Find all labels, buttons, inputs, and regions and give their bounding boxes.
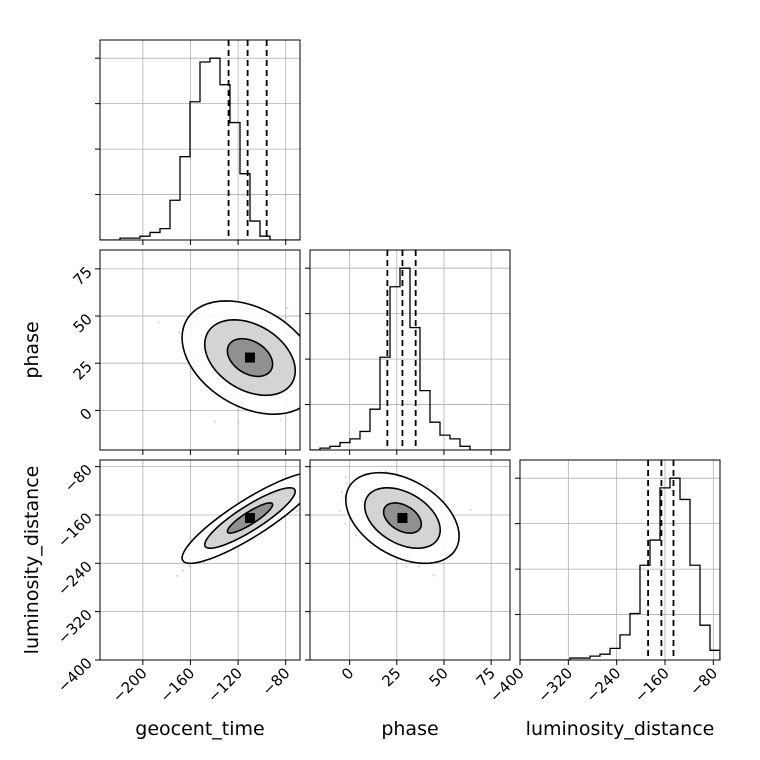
scatter-point bbox=[301, 496, 303, 498]
scatter-point bbox=[354, 534, 358, 537]
y-axis-label-phase: phase bbox=[21, 321, 43, 378]
histogram-luminosity_distance bbox=[520, 460, 720, 660]
y-tick-label-luminosity_distance: −160 bbox=[54, 509, 96, 551]
y-tick-label-phase: 25 bbox=[70, 357, 96, 383]
x-tick-label-geocent_time: −120 bbox=[204, 664, 246, 706]
scatter-point bbox=[286, 306, 289, 309]
x-axis-label-luminosity_distance: luminosity_distance bbox=[526, 718, 715, 740]
panel-frame-luminosity_distance-vs-geocent_time bbox=[99, 459, 301, 661]
scatter-point bbox=[405, 565, 408, 568]
scatter-point bbox=[188, 565, 191, 568]
scatter-point bbox=[301, 375, 303, 377]
scatter-point bbox=[469, 508, 472, 511]
scatter-point bbox=[344, 522, 347, 525]
panel-frame-geocent_time-hist bbox=[99, 39, 301, 241]
x-tick-label-phase: 25 bbox=[378, 664, 404, 690]
y-tick-label-luminosity_distance: −400 bbox=[54, 654, 96, 696]
grid-layer bbox=[100, 40, 720, 660]
scatter-point bbox=[304, 476, 306, 478]
panel-frame-luminosity_distance-hist bbox=[519, 459, 721, 661]
scatter-point bbox=[426, 484, 429, 487]
scatter-point bbox=[384, 469, 387, 473]
scatter-point bbox=[301, 369, 303, 371]
histogram-phase bbox=[310, 250, 510, 450]
scatter-point bbox=[338, 509, 341, 512]
panel-frame-phase-vs-geocent_time bbox=[99, 249, 301, 451]
x-tick-label-luminosity_distance: −80 bbox=[686, 664, 721, 699]
density-peak bbox=[245, 513, 255, 524]
scatter-point bbox=[157, 321, 160, 324]
scatter-point bbox=[340, 491, 344, 494]
density-peak bbox=[245, 352, 255, 363]
scatter-point bbox=[302, 357, 304, 359]
x-tick-label-geocent_time: −200 bbox=[109, 664, 151, 706]
x-tick-label-phase: 50 bbox=[426, 664, 452, 690]
x-tick-label-luminosity_distance: −240 bbox=[583, 664, 625, 706]
scatter-point bbox=[315, 379, 317, 381]
x-axis-label-geocent_time: geocent_time bbox=[135, 718, 264, 740]
x-tick-label-luminosity_distance: −320 bbox=[534, 664, 576, 706]
scatter-panel-luminosity_distance-vs-phase bbox=[338, 469, 472, 577]
scatter-point bbox=[301, 484, 303, 486]
scatter-panel-phase-vs-geocent_time bbox=[157, 300, 319, 424]
panel-frame-luminosity_distance-vs-phase bbox=[309, 459, 511, 661]
scatter-point bbox=[303, 376, 305, 378]
scatter-point bbox=[321, 471, 323, 473]
x-tick-label-luminosity_distance: −160 bbox=[631, 664, 673, 706]
x-tick-label-phase: 0 bbox=[338, 664, 357, 683]
x-tick-label-geocent_time: −160 bbox=[156, 664, 198, 706]
scatter-point bbox=[304, 371, 306, 373]
scatter-point bbox=[307, 483, 309, 485]
y-tick-label-phase: 50 bbox=[70, 310, 96, 336]
scatter-point bbox=[343, 495, 346, 498]
y-axis-label-luminosity_distance: luminosity_distance bbox=[21, 466, 43, 655]
scatter-point bbox=[181, 569, 185, 572]
histogram-luminosity_distance-step bbox=[520, 477, 720, 660]
scatter-point bbox=[314, 479, 316, 481]
y-tick-label-phase: 0 bbox=[76, 404, 95, 423]
scatter-point bbox=[295, 509, 299, 513]
panel-frame-phase-hist bbox=[309, 249, 511, 451]
scatter-point bbox=[312, 388, 314, 390]
density-peak bbox=[397, 513, 408, 524]
y-tick-label-luminosity_distance: −240 bbox=[54, 557, 96, 599]
y-tick-label-luminosity_distance: −320 bbox=[54, 606, 96, 648]
scatter-point bbox=[305, 482, 307, 484]
scatter-point bbox=[178, 331, 181, 334]
scatter-point bbox=[176, 574, 179, 577]
scatter-point bbox=[432, 574, 435, 577]
y-tick-label-phase: 75 bbox=[70, 263, 96, 289]
scatter-point bbox=[312, 395, 314, 397]
x-axis-label-phase: phase bbox=[381, 718, 438, 740]
scatter-point bbox=[317, 379, 319, 381]
scatter-point bbox=[237, 421, 240, 424]
scatter-point bbox=[314, 470, 316, 472]
scatter-point bbox=[306, 489, 308, 491]
scatter-point bbox=[312, 476, 314, 478]
y-tick-label-luminosity_distance: −80 bbox=[61, 461, 96, 496]
scatter-point bbox=[305, 482, 307, 484]
frame-layer bbox=[99, 39, 721, 661]
x-tick-label-geocent_time: −80 bbox=[258, 664, 293, 699]
histogram-geocent_time-step bbox=[100, 57, 300, 240]
histogram-phase-step bbox=[310, 267, 510, 450]
scatter-point bbox=[345, 481, 348, 485]
scatter-point bbox=[301, 492, 303, 494]
data-layer bbox=[100, 40, 720, 660]
histogram-geocent_time bbox=[100, 40, 300, 240]
scatter-point bbox=[435, 488, 438, 491]
scatter-point bbox=[213, 420, 217, 423]
scatter-point bbox=[317, 353, 319, 355]
scatter-point bbox=[417, 565, 421, 568]
scatter-point bbox=[344, 475, 347, 478]
scatter-panel-luminosity_distance-vs-geocent_time bbox=[176, 470, 323, 577]
scatter-point bbox=[279, 418, 282, 421]
